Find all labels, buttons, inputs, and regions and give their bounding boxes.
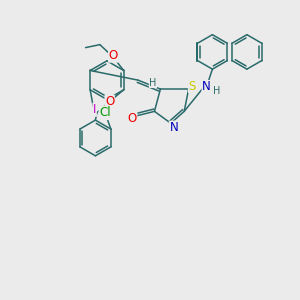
Text: I: I bbox=[93, 103, 96, 116]
Text: N: N bbox=[169, 121, 178, 134]
Text: O: O bbox=[105, 95, 114, 108]
Text: N: N bbox=[202, 80, 211, 94]
Text: H: H bbox=[213, 86, 220, 96]
Text: H: H bbox=[149, 77, 157, 88]
Text: S: S bbox=[188, 80, 196, 93]
Text: O: O bbox=[109, 49, 118, 62]
Text: Cl: Cl bbox=[99, 106, 111, 119]
Text: O: O bbox=[128, 112, 137, 125]
